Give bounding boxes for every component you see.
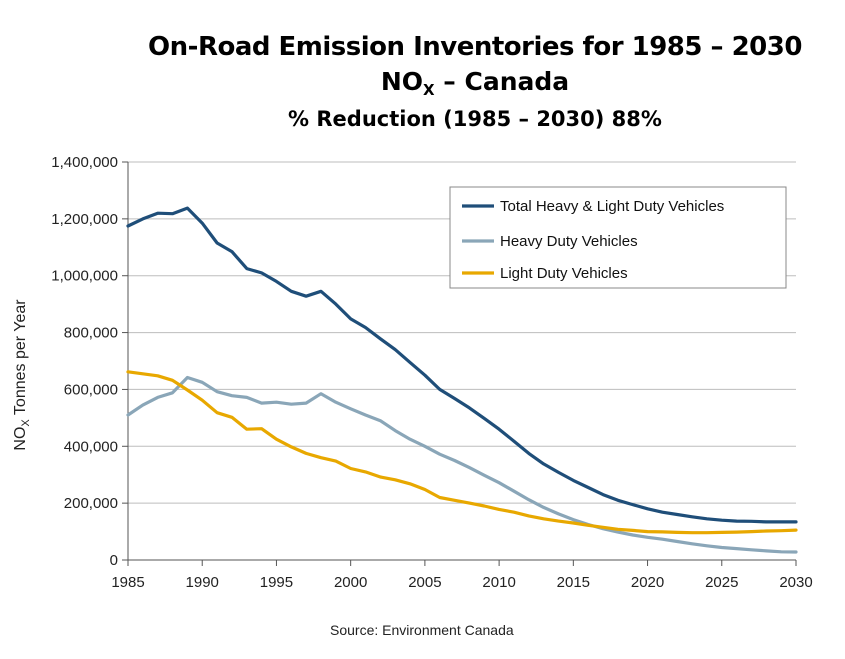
x-tick-label: 2015 [557,574,590,591]
y-tick-label: 600,000 [64,381,118,398]
subtitle-rest: – Canada [434,67,570,96]
chart-title: On-Road Emission Inventories for 1985 – … [148,32,802,62]
series-lines [126,206,798,554]
axes [122,161,797,566]
x-tick-label: 1995 [260,574,293,591]
y-tick-label: 1,200,000 [51,211,118,228]
x-tick-label: 2030 [779,574,812,591]
subtitle-subscript: X [423,81,435,99]
legend-label: Light Duty Vehicles [500,265,628,282]
x-tick-label: 1985 [111,574,144,591]
y-tick-label: 400,000 [64,438,118,455]
x-tick-label: 1990 [186,574,219,591]
subtitle-main: NO [380,67,424,96]
y-tick-label: 800,000 [64,325,118,342]
series-line-2 [126,375,798,554]
legend-label: Total Heavy & Light Duty Vehicles [500,198,724,215]
ylabel-main: NO [12,427,29,451]
series-line-1 [126,206,798,524]
y-tick-label: 0 [110,552,118,569]
y-tick-label: 200,000 [64,495,118,512]
x-tick-labels: 1985 1990 1995 2000 2005 2010 2015 2020 2025 2030 [111,574,812,591]
y-tick-labels: 0 200,000 400,000 600,000 800,000 1,000,000 1,… [51,154,118,569]
y-axis-title: NOX Tonnes per Year [12,299,32,451]
x-tick-label: 2010 [482,574,515,591]
chart-subtitle: NOX – Canada [105,69,845,98]
y-tick-label: 1,000,000 [51,268,118,285]
ylabel-rest: Tonnes per Year [12,299,29,419]
x-tick-label: 2020 [631,574,664,591]
series-line-3 [126,370,798,535]
y-tick-label: 1,400,000 [51,154,118,171]
x-tick-label: 2005 [408,574,441,591]
x-tick-label: 2025 [705,574,738,591]
x-tick-label: 2000 [334,574,367,591]
source-note: Source: Environment Canada [330,622,514,638]
title-block: On-Road Emission Inventories for 1985 – … [105,34,845,130]
legend-label: Heavy Duty Vehicles [500,233,638,250]
legend-box [449,186,787,289]
reduction-note: % Reduction (1985 – 2030) 88% [288,107,662,131]
legend: Total Heavy & Light Duty Vehicles Heavy D… [449,186,787,289]
ylabel-subscript: X [20,419,32,427]
